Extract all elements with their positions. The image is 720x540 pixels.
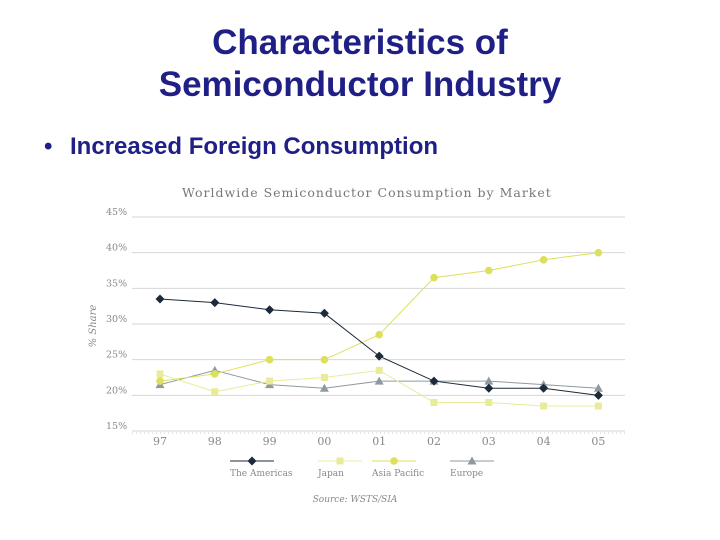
y-tick-label: 40%: [106, 243, 127, 254]
data-point: [485, 398, 493, 406]
data-point: [155, 294, 165, 304]
y-tick-label: 15%: [106, 421, 127, 432]
legend-label: Europe: [450, 469, 483, 479]
data-point: [375, 330, 384, 339]
data-point: [266, 377, 274, 385]
bullet-text: Increased Foreign Consumption: [70, 133, 439, 160]
data-point: [320, 355, 329, 364]
data-point: [374, 376, 384, 385]
data-point: [485, 266, 493, 275]
legend-marker: [247, 456, 257, 466]
data-point: [593, 383, 603, 392]
legend-item: Asia Pacific: [371, 457, 424, 479]
data-point: [430, 398, 438, 406]
x-tick-label: 98: [208, 435, 222, 448]
y-tick-label: 45%: [106, 207, 127, 218]
y-tick-label: 20%: [106, 385, 127, 396]
x-tick-label: 03: [482, 435, 496, 448]
x-tick-label: 04: [537, 435, 551, 448]
y-tick-label: 35%: [106, 278, 127, 289]
data-point: [375, 366, 383, 374]
data-point: [211, 370, 219, 378]
data-point: [593, 390, 603, 400]
series-japan: [156, 366, 602, 410]
series-the-americas: [155, 294, 603, 400]
legend-label: Asia Pacific: [371, 469, 424, 479]
chart-legend: The Americas Japan Asia Pacific Europe: [230, 456, 494, 479]
legend-label: Japan: [317, 469, 344, 479]
data-point: [484, 383, 494, 393]
chart-series: [155, 248, 603, 410]
legend-item: Europe: [450, 456, 494, 479]
data-point: [319, 383, 329, 392]
data-point: [484, 376, 494, 385]
data-point: [156, 370, 164, 378]
data-point: [540, 402, 548, 410]
data-point: [319, 308, 329, 318]
y-axis-ticks: 15% 20% 25% 30% 35% 40% 45%: [106, 207, 127, 432]
x-tick-label: 97: [153, 435, 167, 448]
data-point: [265, 305, 275, 315]
legend-item: Japan: [317, 457, 362, 479]
series-line: [159, 252, 599, 382]
data-point: [211, 388, 219, 396]
data-point: [539, 255, 548, 264]
data-point: [320, 374, 328, 381]
slide-title: Characteristics of Semiconductor Industr…: [0, 22, 720, 106]
legend-item: The Americas: [230, 456, 293, 479]
y-axis-label: % Share: [88, 305, 99, 348]
data-point: [430, 273, 438, 282]
x-tick-label: 02: [427, 435, 441, 448]
legend-marker: [390, 457, 398, 465]
slide-title-line-1: Characteristics of: [212, 23, 508, 62]
chart-grid: [132, 216, 625, 434]
series-asia-pacific: [156, 248, 603, 385]
legend-marker: [467, 456, 477, 465]
chart-source: Source: WSTS/SIA: [313, 495, 398, 505]
data-point: [594, 248, 603, 257]
legend-marker: [336, 457, 344, 465]
x-tick-label: 01: [372, 435, 386, 448]
data-point: [156, 377, 164, 385]
chart-title: Worldwide Semiconductor Consumption by M…: [182, 185, 552, 200]
slide-title-line-2: Semiconductor Industry: [158, 65, 562, 104]
legend-label: The Americas: [230, 469, 293, 479]
x-tick-label: 05: [591, 435, 605, 448]
x-tick-label: 99: [263, 435, 277, 448]
x-axis-ticks: 97 98 99 00 01 02 03 04 05: [153, 435, 605, 448]
data-point: [594, 402, 602, 410]
y-tick-label: 30%: [106, 314, 127, 325]
data-point: [539, 383, 549, 393]
data-point: [210, 298, 220, 308]
x-tick-label: 00: [317, 435, 331, 448]
y-tick-label: 25%: [106, 350, 127, 361]
data-point: [429, 376, 439, 386]
data-point: [265, 355, 274, 364]
data-point: [374, 351, 384, 361]
bullet-point: • Increased Foreign Consumption: [44, 132, 438, 162]
bullet-dot: •: [44, 133, 53, 160]
